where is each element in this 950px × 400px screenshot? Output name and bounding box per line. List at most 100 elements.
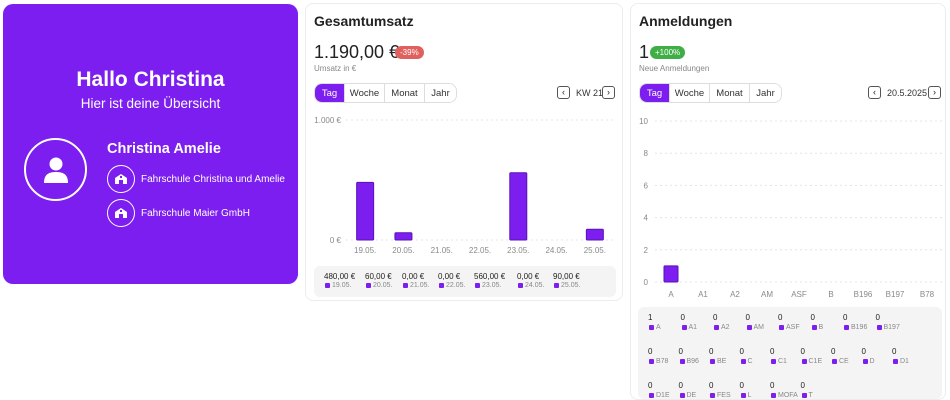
summary-legend-item: 21.05. (403, 282, 429, 289)
segment-woche[interactable]: Woche (670, 84, 710, 102)
summary-value: 0 (800, 347, 805, 356)
summary-label: C1 (778, 358, 787, 365)
summary-value: 0 (739, 347, 744, 356)
school-building-icon (107, 165, 135, 193)
legend-swatch (439, 283, 444, 288)
summary-label: FES (717, 392, 731, 399)
y-tick-label: 4 (644, 214, 649, 223)
registrations-change-badge: +100% (650, 46, 686, 59)
summary-value: 0 (713, 313, 718, 322)
summary-label: B197 (883, 324, 900, 331)
summary-value: 560,00 € (474, 272, 506, 281)
revenue-chart: 1.000 € 0 € 19.05. 20.05. 21.05. 22.05. 23.05.… (314, 116, 614, 255)
revenue-card: Gesamtumsatz 1.190,00 € -39% Umsatz in €… (305, 3, 623, 301)
summary-value: 0 (648, 381, 653, 390)
summary-value: 0 (678, 381, 683, 390)
y-tick-label: 1.000 € (314, 116, 341, 125)
chevron-left-icon[interactable]: ‹ (868, 86, 881, 99)
legend-swatch (679, 359, 685, 364)
legend-swatch (862, 359, 868, 364)
summary-label: B96 (686, 358, 699, 365)
legend-swatch (403, 283, 408, 288)
x-tick-label: 23.05. (507, 246, 529, 255)
y-tick-label: 8 (644, 149, 649, 158)
school-item[interactable]: Fahrschule Christina und Amelie (107, 164, 285, 194)
legend-swatch (710, 359, 715, 364)
summary-label: B196 (851, 324, 868, 331)
summary-value: 0 (648, 347, 653, 356)
revenue-value: 1.190,00 € (314, 42, 400, 62)
user-name: Christina Amelie (107, 141, 221, 157)
summary-legend-item: 24.05. (518, 282, 544, 289)
summary-label: CE (839, 358, 849, 365)
summary-value: 0 (680, 313, 685, 322)
bar (663, 265, 679, 283)
summary-legend-item: D (862, 358, 875, 365)
y-tick-label: 10 (639, 117, 648, 126)
registrations-period-label: 20.5.2025 (887, 88, 928, 98)
revenue-value-label: Umsatz in € (314, 64, 357, 73)
registrations-title: Anmeldungen (639, 13, 733, 29)
x-tick-label: B197 (886, 290, 905, 299)
segment-jahr[interactable]: Jahr (750, 84, 781, 102)
legend-swatch (518, 283, 523, 288)
legend-swatch (771, 393, 776, 398)
legend-swatch (649, 359, 654, 364)
summary-label: 23.05. (482, 282, 502, 289)
summary-legend-item: B197 (876, 324, 900, 331)
summary-legend-item: A1 (681, 324, 697, 331)
welcome-card: Hallo Christina Hier ist deine Übersicht… (3, 4, 298, 284)
summary-legend-item: C1 (771, 358, 787, 365)
summary-value: 0,00 € (438, 272, 461, 281)
registrations-summary: 1 A 0 A1 0 A2 0 AM 0 ASF 0 B 0 B196 0 B197 0 B78 0 B96 0 BE 0 C… (638, 307, 942, 399)
segment-jahr[interactable]: Jahr (425, 84, 456, 102)
x-tick-label: A2 (730, 290, 740, 299)
legend-swatch (832, 359, 837, 364)
legend-swatch (844, 325, 849, 330)
summary-legend-item: D1 (893, 358, 909, 365)
chevron-right-icon[interactable]: › (928, 86, 941, 99)
bar (394, 232, 413, 241)
x-tick-label: 25.05. (584, 246, 606, 255)
summary-value: 0 (831, 347, 836, 356)
chevron-right-icon[interactable]: › (602, 86, 615, 99)
bar (356, 181, 375, 241)
summary-label: BE (717, 358, 727, 365)
revenue-period-selector: Tag Woche Monat Jahr (314, 83, 457, 103)
segment-monat[interactable]: Monat (710, 84, 750, 102)
segment-monat[interactable]: Monat (385, 84, 425, 102)
summary-legend-item: D1E (649, 392, 670, 399)
chevron-left-icon[interactable]: ‹ (557, 86, 570, 99)
summary-legend-item: T (801, 392, 813, 399)
legend-swatch (649, 325, 654, 330)
summary-label: 21.05. (410, 282, 430, 289)
summary-legend-item: BE (710, 358, 726, 365)
avatar[interactable] (24, 138, 87, 201)
revenue-period-label: KW 21 (576, 88, 604, 98)
x-tick-label: 22.05. (469, 246, 491, 255)
summary-value: 480,00 € (324, 272, 356, 281)
summary-value: 0,00 € (517, 272, 540, 281)
summary-label: 19.05. (332, 282, 352, 289)
segment-tag[interactable]: Tag (315, 84, 345, 102)
summary-legend-item: B78 (649, 358, 668, 365)
summary-legend-item: C1E (801, 358, 822, 365)
registrations-period-selector: Tag Woche Monat Jahr (639, 83, 782, 103)
x-tick-label: A (668, 290, 674, 299)
legend-swatch (554, 283, 559, 288)
summary-label: ASF (786, 324, 800, 331)
summary-legend-item: A (649, 324, 661, 331)
registrations-chart: 0 2 4 6 8 10 A A1 A2 AM ASF B B196 B197 B78 (639, 117, 943, 299)
y-tick-label: 0 € (330, 236, 342, 245)
summary-value: 0 (709, 347, 714, 356)
summary-value: 0 (745, 313, 750, 322)
summary-label: MOFA (778, 392, 798, 399)
x-tick-label: 20.05. (392, 246, 414, 255)
school-item[interactable]: Fahrschule Maier GmbH (107, 198, 250, 228)
revenue-change-badge: -39% (395, 46, 424, 59)
segment-tag[interactable]: Tag (640, 84, 670, 102)
summary-legend-item: B196 (844, 324, 867, 331)
summary-label: T (808, 392, 813, 399)
segment-woche[interactable]: Woche (345, 84, 385, 102)
summary-label: A (656, 324, 661, 331)
